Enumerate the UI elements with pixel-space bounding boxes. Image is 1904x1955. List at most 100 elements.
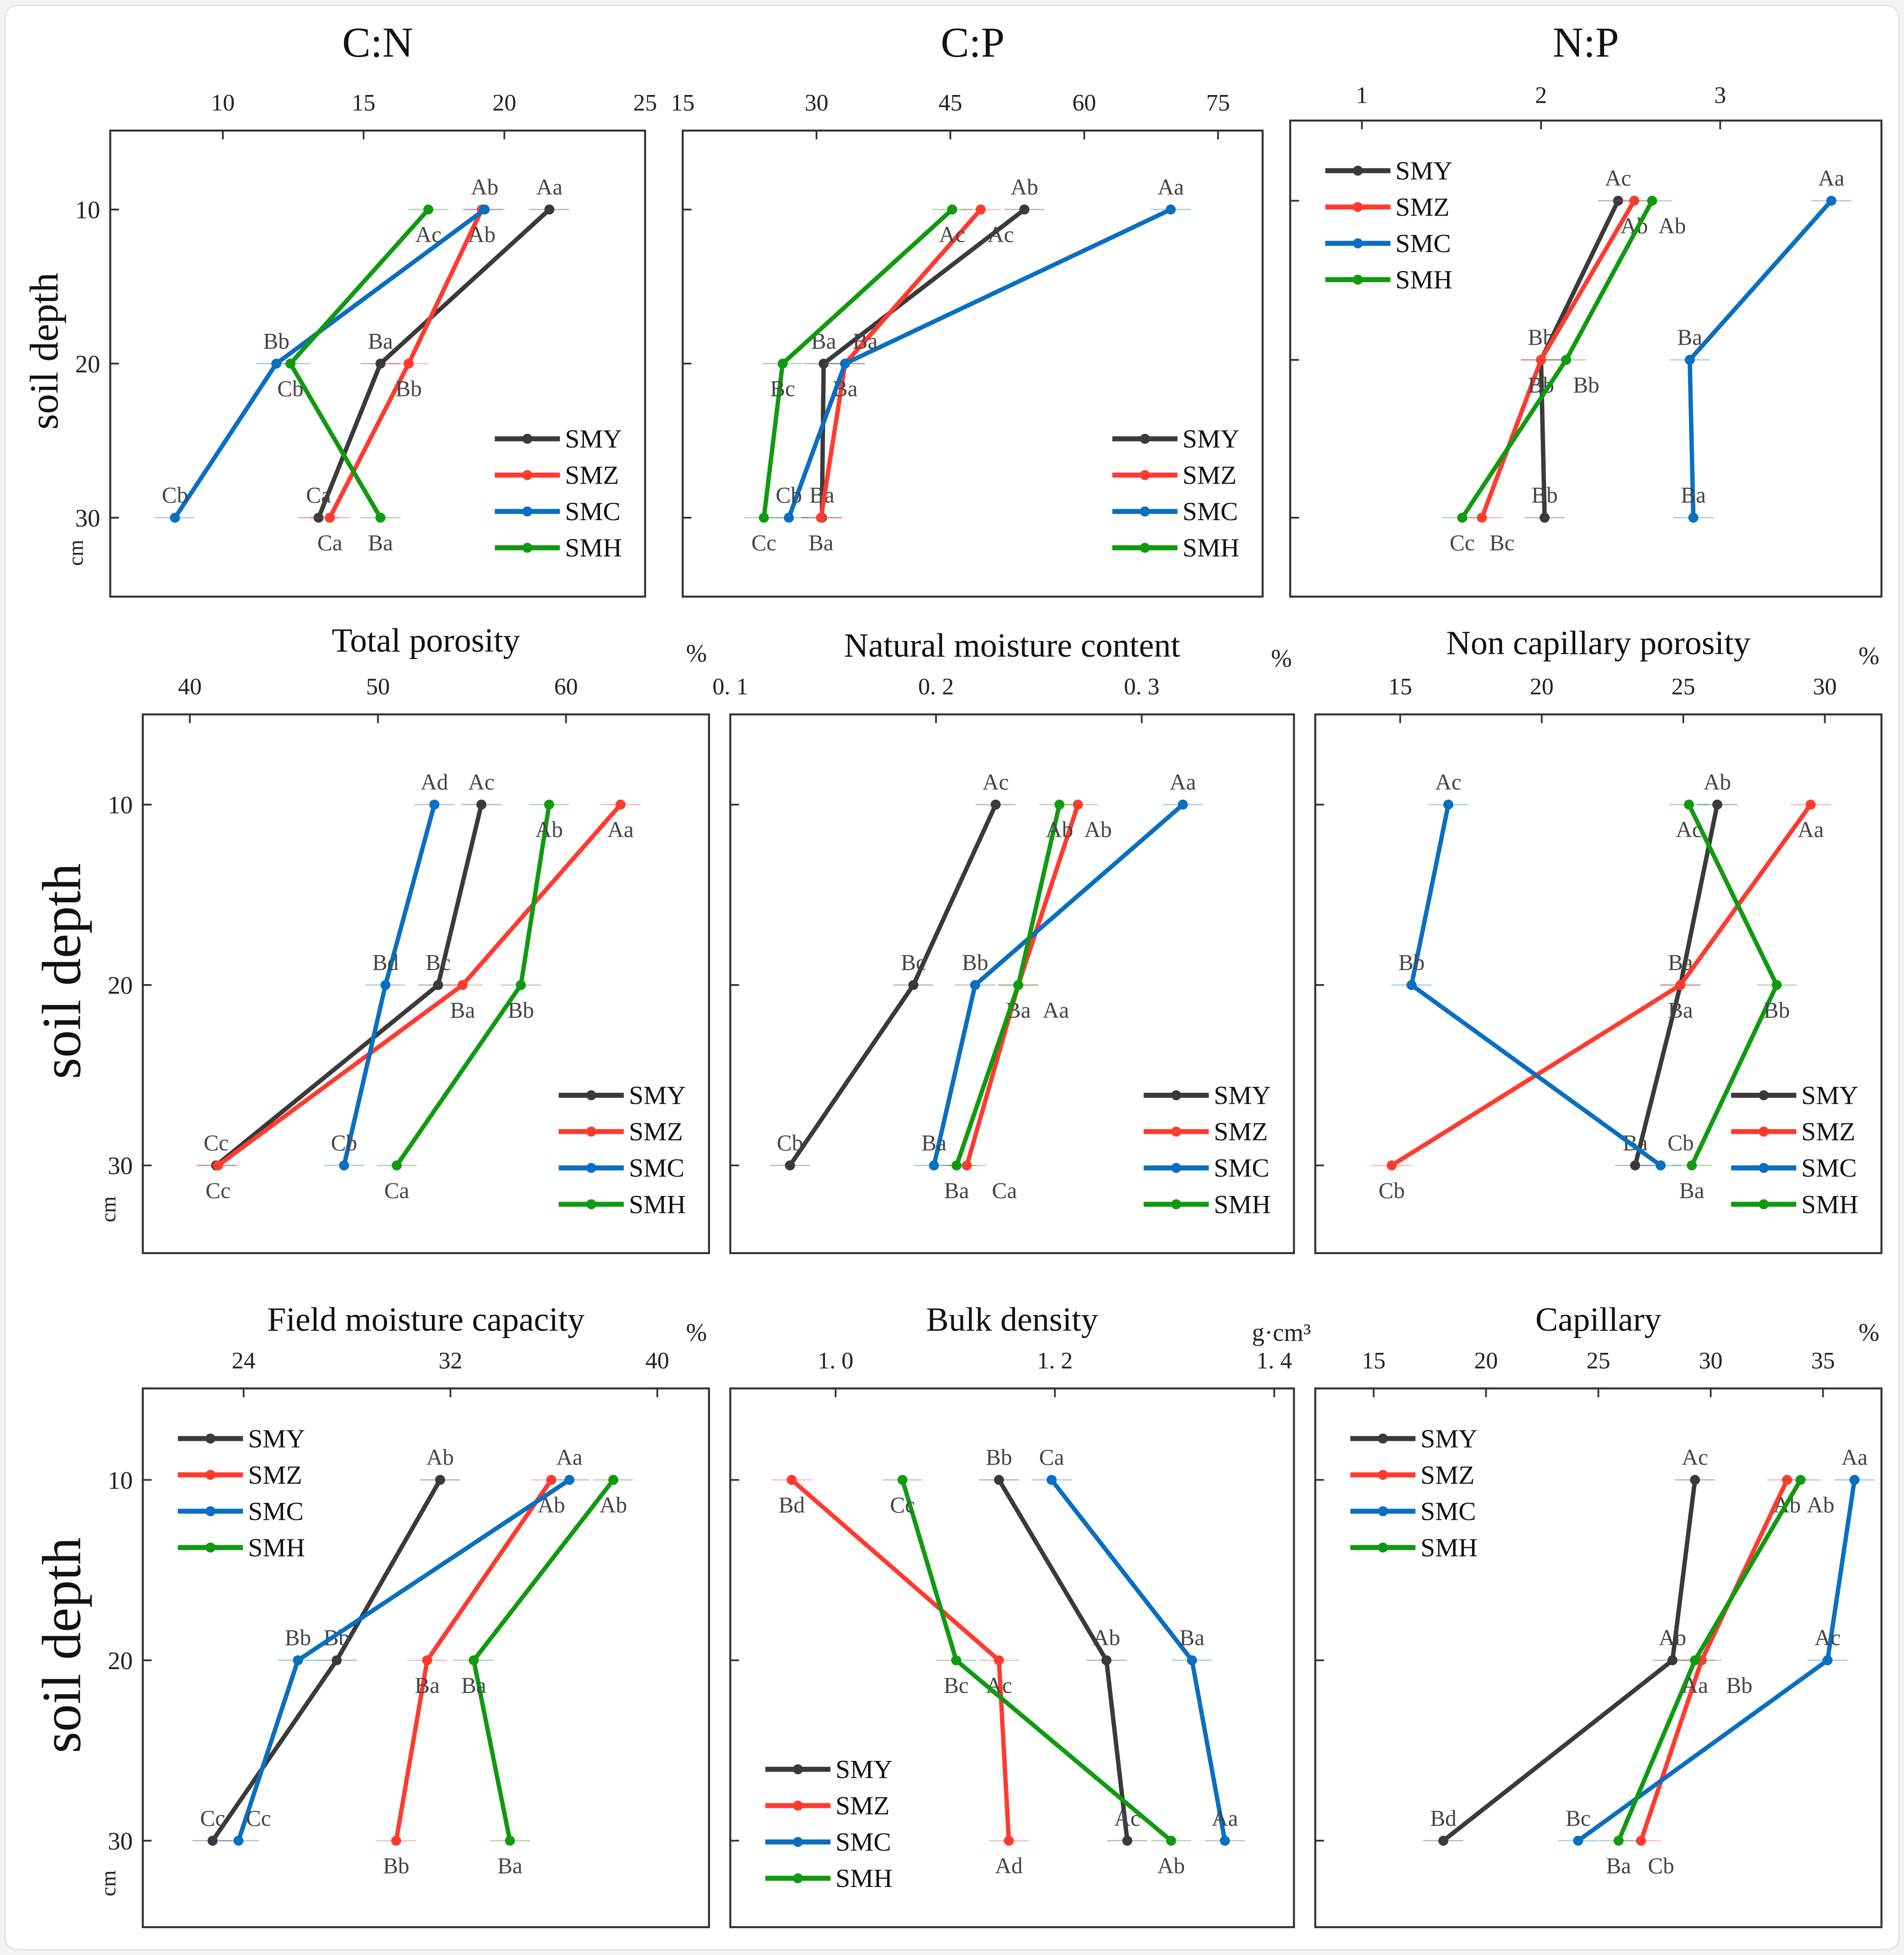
legend-label: SMH	[836, 1864, 893, 1893]
data-point	[375, 358, 386, 369]
y-tick-label: 20	[108, 971, 133, 999]
plot-area	[142, 1387, 710, 1929]
data-point	[1684, 799, 1694, 810]
legend-label: SMC	[1183, 497, 1238, 526]
data-point	[1805, 799, 1816, 810]
significance-label: Bb	[508, 997, 534, 1022]
data-point	[1647, 195, 1657, 206]
x-tick-label: 15	[352, 90, 375, 116]
data-point	[325, 512, 335, 523]
legend-label: SMC	[248, 1497, 304, 1526]
data-point	[951, 1655, 962, 1665]
x-tick-label: 25	[633, 90, 657, 116]
significance-label: Cb	[277, 376, 304, 401]
y-tick-label: 30	[108, 1827, 133, 1855]
legend-marker	[1140, 543, 1150, 553]
series-smy: Aa Ba Ca	[298, 174, 570, 523]
legend-label: SMZ	[1183, 461, 1236, 490]
data-point	[1636, 1835, 1646, 1846]
legend-label: SMH	[1214, 1190, 1271, 1219]
legend-label: SMH	[565, 534, 622, 563]
x-tick-label: 20	[1530, 674, 1554, 700]
legend-marker	[205, 1433, 216, 1444]
legend-marker	[1140, 506, 1150, 516]
significance-label: Ba	[415, 1673, 440, 1698]
data-point	[391, 1160, 402, 1170]
series-smh: Ab Aa Ba	[1598, 1475, 1835, 1878]
legend-marker	[1378, 1433, 1388, 1444]
series-smh: Cc Bc Ab	[882, 1475, 1191, 1878]
legend: SMY SMZ SMC SMH	[1143, 1081, 1271, 1219]
unit-label: g·cm³	[1252, 1318, 1311, 1346]
data-point	[990, 799, 1001, 810]
significance-label: Bd	[778, 1492, 805, 1518]
series-smh: Ac Bc Cc	[744, 204, 973, 555]
legend-label: SMH	[1420, 1533, 1478, 1562]
legend: SMY SMZ SMC SMH	[765, 1755, 893, 1893]
significance-label: Cb	[776, 483, 802, 508]
significance-label: Ab	[471, 174, 498, 200]
series-smy: Ac Ab Bd	[1423, 1445, 1715, 1846]
significance-label: Ab	[1659, 1625, 1686, 1650]
significance-label: Bc	[901, 950, 926, 975]
significance-label: Ad	[421, 769, 448, 795]
legend-marker	[1758, 1090, 1769, 1101]
legend-marker	[1378, 1542, 1388, 1553]
significance-label: Ba	[852, 328, 878, 353]
data-point	[479, 204, 490, 215]
x-tick-label: 15	[1362, 1348, 1385, 1374]
legend-label: SMH	[1395, 266, 1452, 295]
x-tick-label: 20	[1474, 1348, 1498, 1374]
x-tick-label: 3	[1714, 83, 1726, 109]
significance-label: Ba	[1679, 1178, 1704, 1203]
data-point	[1684, 355, 1695, 365]
x-tick-label: 45	[938, 90, 962, 116]
significance-label: Ab	[1658, 213, 1686, 238]
chart-title: C:P	[941, 19, 1005, 66]
data-point	[818, 358, 829, 369]
data-point	[546, 1475, 557, 1485]
significance-label: Ba	[368, 530, 393, 555]
significance-label: Bc	[1489, 530, 1515, 555]
y-tick-label: 10	[108, 791, 133, 819]
significance-label: Bb	[1726, 1673, 1752, 1698]
significance-label: Ba	[944, 1178, 969, 1203]
significance-label: Bb	[1573, 372, 1599, 397]
x-tick-label: 1. 2	[1037, 1348, 1073, 1374]
series-smh: Ac Bb Ba	[1669, 799, 1797, 1203]
chart-title: C:N	[342, 19, 413, 66]
figure-frame	[4, 5, 1900, 1950]
data-point	[544, 799, 554, 810]
x-tick-label: 35	[1811, 1348, 1835, 1374]
series-smc: Aa Ba Ba	[1669, 166, 1851, 523]
plot-area	[1314, 713, 1883, 1254]
series-smc: Ab Bb Cb	[155, 174, 505, 523]
legend-label: SMY	[248, 1424, 305, 1453]
data-point	[994, 1475, 1004, 1485]
panel-natural-moisture-content: Natural moisture content % 0. 1 0. 2 0. 3 Ac B…	[712, 627, 1295, 1254]
significance-label: Ba	[809, 530, 834, 555]
significance-label: Ac	[415, 222, 442, 247]
legend-marker	[1171, 1090, 1182, 1101]
data-point	[1187, 1655, 1197, 1665]
data-point	[564, 1475, 574, 1485]
legend: SMY SMZ SMC SMH	[1731, 1081, 1858, 1219]
significance-label: Ba	[1668, 997, 1693, 1022]
data-point	[785, 1160, 795, 1170]
unit-label: %	[1271, 644, 1292, 672]
legend-label: SMZ	[629, 1117, 683, 1146]
data-point	[1826, 195, 1836, 206]
data-point	[1675, 980, 1686, 990]
legend-label: SMY	[1801, 1081, 1858, 1110]
significance-label: Bb	[1531, 483, 1558, 508]
data-point	[1054, 799, 1065, 810]
x-tick-label: 40	[178, 674, 202, 700]
legend-label: SMY	[836, 1755, 893, 1784]
significance-label: Cb	[331, 1130, 358, 1155]
legend-label: SMZ	[248, 1461, 302, 1490]
series-smc: Ca Ba Aa	[1031, 1445, 1245, 1846]
legend-marker	[586, 1090, 596, 1101]
legend-label: SMC	[1420, 1497, 1476, 1526]
